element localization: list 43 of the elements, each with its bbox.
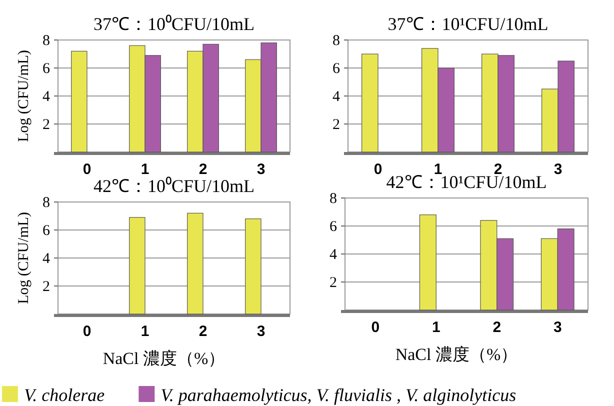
x-tick-label: 2 bbox=[198, 161, 208, 178]
y-tick-label: 6 bbox=[332, 61, 340, 77]
y-tick-label: 8 bbox=[332, 33, 340, 49]
x-tick-label: 1 bbox=[140, 161, 150, 178]
y-tick-label: 6 bbox=[42, 61, 50, 77]
x-tick-label: 3 bbox=[554, 161, 562, 178]
chart-title: 37℃：10⁰CFU/10mL bbox=[93, 14, 255, 34]
y-tick-label: 2 bbox=[42, 117, 50, 133]
y-axis-title: Log (CFU/mL) bbox=[16, 212, 32, 304]
y-tick-label: 8 bbox=[42, 33, 50, 49]
x-tick-label: 0 bbox=[82, 323, 92, 340]
x-tick-label: 1 bbox=[140, 323, 150, 340]
x-tick-label: 2 bbox=[198, 323, 208, 340]
x-tick-label: 0 bbox=[371, 319, 380, 336]
y-tick-label: 6 bbox=[330, 219, 338, 235]
x-tick-label: 1 bbox=[434, 161, 442, 178]
x-tick-label: 1 bbox=[432, 319, 440, 336]
legend-label: V. cholerae bbox=[24, 385, 105, 405]
chart-title: 42℃：10⁰CFU/10mL bbox=[93, 176, 255, 196]
y-tick-label: 2 bbox=[330, 275, 337, 291]
chart-title: 37℃：10¹CFU/10mL bbox=[388, 14, 548, 34]
x-axis-title: NaCl 濃度（%） bbox=[102, 349, 226, 368]
x-tick-label: 2 bbox=[492, 319, 502, 336]
x-tick-label: 3 bbox=[256, 161, 266, 178]
y-tick-label: 6 bbox=[42, 223, 50, 239]
x-axis-title: NaCl 濃度（%） bbox=[395, 345, 518, 364]
y-tick-label: 4 bbox=[42, 89, 50, 105]
y-tick-label: 8 bbox=[42, 195, 50, 211]
y-tick-label: 8 bbox=[330, 191, 337, 207]
y-tick-label: 2 bbox=[332, 117, 340, 133]
y-axis-title: Log (CFU/mL) bbox=[16, 50, 32, 142]
x-tick-label: 3 bbox=[256, 323, 266, 340]
x-tick-label: 0 bbox=[374, 161, 382, 178]
bar bbox=[362, 54, 378, 152]
legend-label: V. parahaemolyticus, V. fluvialis , V. alginolyticus bbox=[160, 385, 516, 405]
y-tick-label: 4 bbox=[42, 251, 50, 267]
y-tick-label: 4 bbox=[332, 89, 340, 105]
y-tick-label: 2 bbox=[42, 279, 50, 295]
y-tick-label: 4 bbox=[330, 247, 338, 263]
bar bbox=[71, 50, 88, 152]
x-tick-label: 3 bbox=[553, 319, 562, 336]
x-tick-label: 0 bbox=[82, 161, 92, 178]
bar bbox=[419, 214, 436, 310]
